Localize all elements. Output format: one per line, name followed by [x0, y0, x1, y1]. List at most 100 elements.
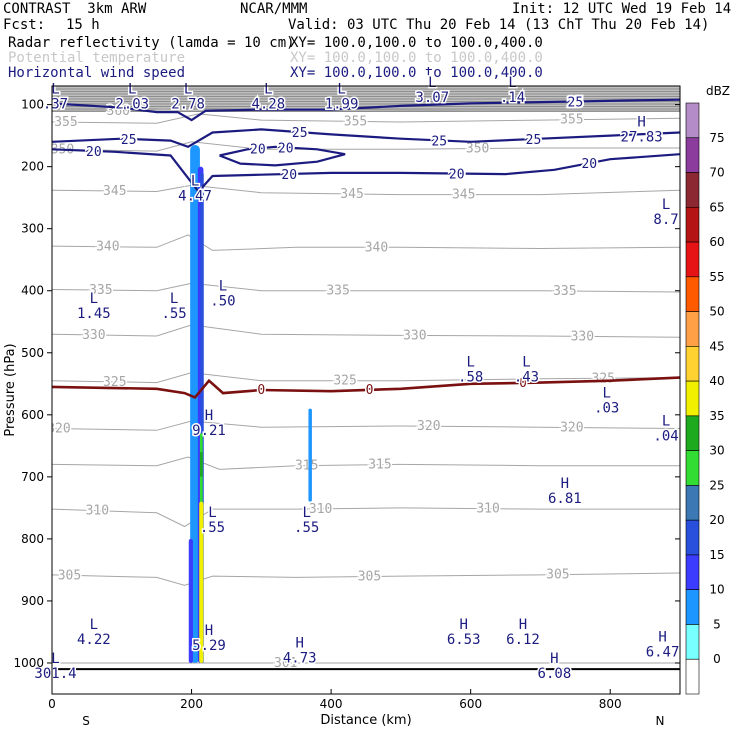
extremum-value: 4.28: [251, 96, 285, 112]
extremum-value: .55: [294, 520, 319, 536]
extremum-value: 4.22: [77, 632, 111, 648]
wind-contour-label: 20: [86, 145, 102, 160]
extremum-L-marker: L: [184, 81, 192, 97]
colorbar-label: 25: [709, 478, 724, 492]
extremum-value: .58: [458, 369, 483, 385]
header-field-wind-xy: XY= 100.0,100.0 to 100.0,400.0: [290, 65, 543, 81]
extremum-value: 4.73: [283, 650, 317, 666]
header-init: Init: 12 UTC Wed 19 Feb 14: [512, 1, 732, 17]
theta-contour-label: 305: [358, 569, 381, 584]
extremum-value: 6.12: [506, 632, 540, 648]
theta-contour-label: 345: [340, 187, 363, 202]
extremum-value: 9.21: [192, 423, 226, 439]
colorbar-label: 40: [709, 374, 724, 388]
wind-contour-label: 25: [526, 133, 542, 148]
extremum-L-marker: L: [522, 354, 530, 370]
theta-contour-label: 320: [560, 421, 583, 436]
extremum-value: 27.83: [621, 129, 663, 145]
colorbar-label: 60: [709, 235, 724, 249]
extremum-value: 1.45: [77, 306, 111, 322]
y-axis-title: Pressure (hPa): [3, 343, 18, 436]
theta-contour-label: 320: [47, 422, 70, 437]
freezing-level-label: 0: [519, 376, 527, 391]
colorbar-swatch: [685, 485, 700, 521]
reflectivity-cell-10dbz: [188, 538, 193, 663]
extremum-L-marker: L: [51, 651, 59, 667]
theta-contour-320: [52, 420, 680, 431]
theta-contour-label: 345: [103, 184, 126, 199]
theta-contour-340: [52, 234, 680, 251]
reflectivity-cell-5dbz: [190, 144, 200, 663]
header-fcst-value: 15 h: [66, 17, 100, 33]
colorbar-swatch: [685, 241, 700, 278]
x-tick-label: 0: [48, 697, 56, 711]
theta-contour-label: 325: [592, 371, 615, 386]
theta-contour-label: 350: [466, 142, 489, 157]
x-tick-label: 200: [180, 697, 203, 711]
x-end-label-right: N: [656, 714, 665, 728]
colorbar-label: 70: [709, 166, 724, 180]
extremum-H-marker: H: [459, 617, 467, 633]
extremum-L-marker: L: [90, 291, 98, 307]
extremum-value: 3.07: [415, 90, 449, 106]
extremum-value: .14: [500, 90, 525, 106]
header-field-theta: Potential temperature: [8, 50, 186, 66]
theta-contour-label: 330: [571, 329, 594, 344]
theta-contour-label: 355: [560, 113, 583, 128]
reflectivity-cell-5dbz: [308, 408, 312, 502]
extremum-value: 6.08: [538, 666, 572, 682]
colorbar-swatch: [685, 137, 700, 173]
theta-contour-350: [52, 141, 680, 152]
extremum-L-marker: L: [662, 413, 670, 429]
colorbar-label: 35: [709, 409, 724, 423]
reflectivity-cell-35dbz: [199, 501, 204, 663]
colorbar-label: 65: [709, 200, 724, 214]
theta-contour-label: 305: [58, 568, 81, 583]
y-tick-label: 900: [21, 594, 44, 608]
colorbar-swatch: [685, 380, 700, 417]
y-tick-label: 600: [21, 408, 44, 422]
extremum-L-marker: L: [208, 505, 216, 521]
theta-contour-label: 335: [326, 284, 349, 299]
header-field-reflectivity-xy: XY= 100.0,100.0 to 100.0,400.0: [290, 35, 543, 51]
wind-contour-25: [52, 128, 680, 149]
theta-contour-355: [52, 113, 680, 124]
extremum-value: 301.4: [34, 666, 76, 682]
theta-contour-305: [52, 572, 680, 586]
wind-contour-label: 20: [250, 142, 266, 157]
extremum-value: .55: [161, 306, 186, 322]
wind-contour-label: 20: [449, 168, 465, 183]
colorbar-label: 5: [713, 617, 721, 631]
extremum-value: 2.03: [115, 96, 149, 112]
x-axis-title: Distance (km): [320, 713, 411, 728]
extremum-value: 4.47: [178, 188, 212, 204]
header-org: NCAR/MMM: [240, 1, 308, 17]
x-tick-label: 800: [599, 697, 622, 711]
colorbar-title: dBZ: [706, 84, 730, 98]
wind-contour-label: 20: [281, 168, 297, 183]
y-tick-label: 1000: [13, 656, 44, 670]
wind-contour-20: [52, 148, 680, 194]
extremum-H-marker: H: [658, 629, 666, 645]
y-tick-label: 500: [21, 346, 44, 360]
extremum-L-marker: L: [508, 75, 516, 91]
extremum-L-marker: L: [128, 81, 136, 97]
extremum-H-marker: H: [205, 408, 213, 424]
theta-contour-330: [52, 324, 680, 338]
colorbar-swatch: [685, 450, 700, 486]
extremum-H-marker: H: [561, 476, 569, 492]
theta-contour-label: 345: [452, 188, 475, 203]
theta-contour-label: 305: [546, 568, 569, 583]
extremum-L-marker: L: [466, 354, 474, 370]
extremum-L-marker: L: [264, 81, 272, 97]
theta-contour-label: 310: [86, 504, 109, 519]
x-tick-label: 400: [320, 697, 343, 711]
extremum-value: 6.47: [646, 644, 680, 660]
extremum-L-marker: L: [662, 197, 670, 213]
theta-contour-315: [52, 456, 680, 470]
colorbar-swatch: [685, 415, 700, 451]
wind-contour-label: 20: [278, 141, 294, 156]
colorbar-swatch: [685, 589, 700, 625]
extremum-L-marker: L: [90, 617, 98, 633]
